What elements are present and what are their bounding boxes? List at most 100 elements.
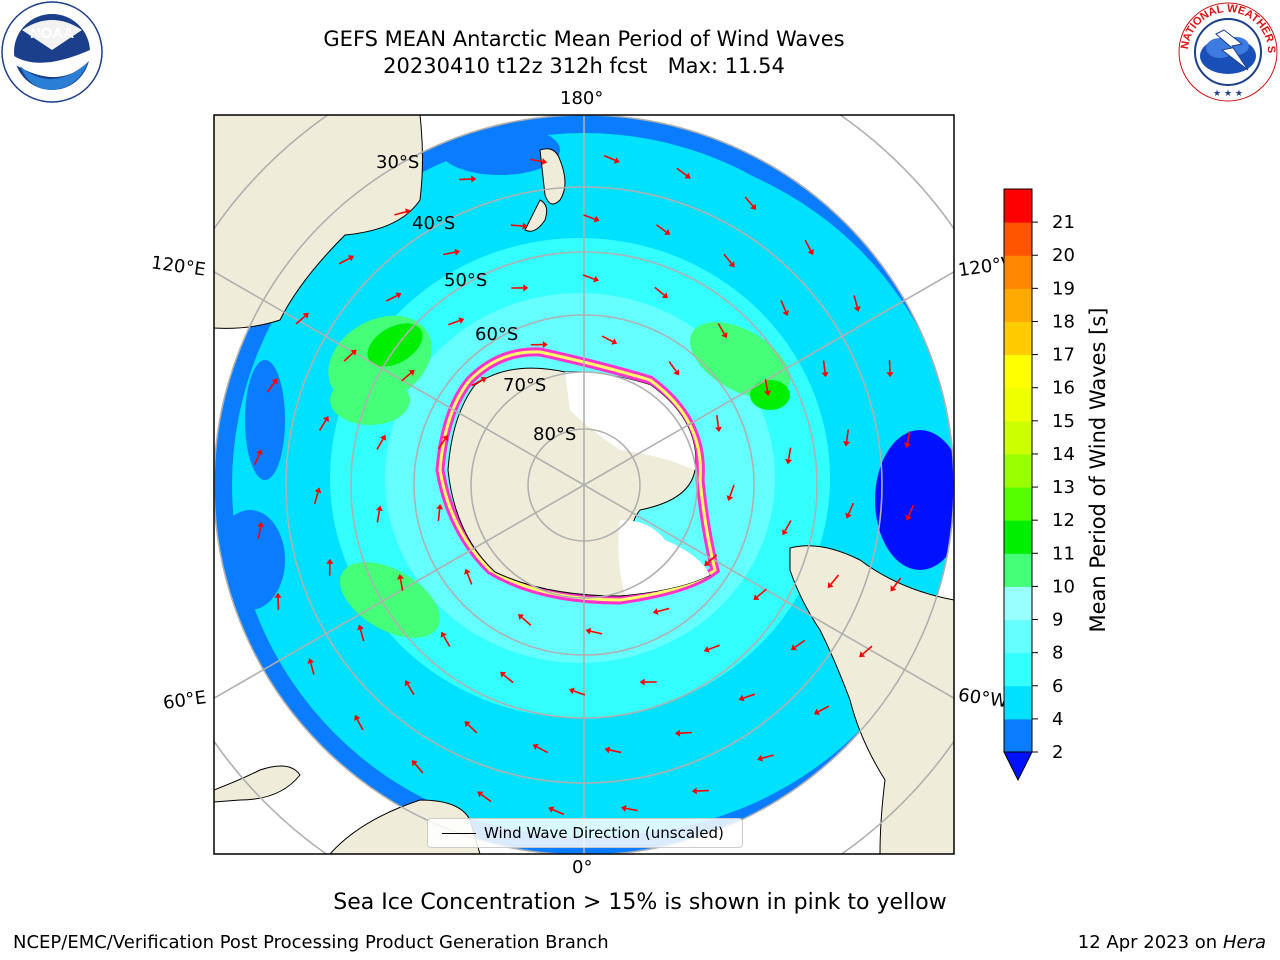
colorbar-bin [1004, 652, 1032, 687]
wave-arrow-head [440, 631, 447, 638]
map-frame [213, 114, 955, 855]
wave-arrow [257, 526, 262, 539]
wave-arrow [764, 379, 769, 392]
wave-arrow-head [652, 608, 659, 615]
australia-landmass [214, 115, 423, 329]
wave-arrow-head [274, 592, 282, 598]
wave-arrow-head [314, 487, 322, 494]
colorbar-tick-label: 18 [1052, 311, 1075, 332]
wave-arrow [443, 635, 451, 647]
new-zealand-south [524, 199, 548, 232]
wave-arrow-head [548, 806, 555, 813]
wave-arrow-head [613, 157, 620, 164]
colorbar-label: Mean Period of Wind Waves [s] [1086, 307, 1110, 633]
wave-arrow-head [620, 804, 627, 812]
wave-arrow-head [674, 729, 681, 737]
colorbar-bin [1004, 354, 1032, 389]
wave-arrow [443, 251, 456, 256]
wave-arrow [552, 808, 565, 816]
lon-label-180: 180° [560, 88, 604, 109]
wave-arrow [716, 415, 720, 428]
wave-arrow-head [517, 614, 525, 621]
wave-arrow-head [664, 229, 671, 235]
wave-arrow [401, 372, 412, 382]
wave-arrow [845, 429, 850, 442]
wave-arrow [625, 807, 638, 812]
footer-date: 12 Apr 2023 on Hera [1078, 932, 1266, 953]
wave-arrow-head [542, 341, 548, 349]
footer-system: Hera [1222, 932, 1266, 953]
wave-arrow [676, 167, 688, 177]
colorbar-bin [1004, 189, 1032, 223]
wave-arrow [892, 577, 902, 589]
wave-arrow [437, 438, 446, 450]
wave-arrow [480, 793, 492, 803]
colorbar-bin [1004, 520, 1032, 554]
lat-label-30s: 30°S [376, 152, 420, 173]
wave-arrow [609, 749, 622, 754]
lat-label-40s: 40°S [412, 213, 456, 234]
lat-label-60s: 60°S [475, 324, 519, 345]
south-america-landmass [789, 545, 954, 854]
wave-arrow [503, 674, 514, 684]
wave-arrow-head [845, 512, 852, 519]
wave-arrow [510, 224, 523, 227]
wave-arrow-head [404, 680, 411, 687]
wave-arrow [655, 224, 667, 233]
wave-arrow-head [436, 503, 444, 510]
wave-arrow-head [827, 582, 834, 589]
wave-arrow-head [464, 721, 471, 728]
wave-arrow-head [541, 158, 548, 166]
chart-title: GEFS MEAN Antarctic Mean Period of Wind … [323, 27, 845, 51]
wave-arrow [784, 520, 792, 532]
map-legend: Wind Wave Direction (unscaled) [427, 818, 743, 848]
colorbar-tick-label: 14 [1052, 444, 1075, 465]
colorbar-bin [1004, 586, 1032, 621]
wave-arrow [761, 754, 774, 759]
wave-arrow [536, 746, 549, 754]
wave-arrow-head [477, 791, 484, 798]
wave-arrow-head [721, 332, 728, 339]
colorbar-tick-label: 12 [1052, 510, 1075, 531]
wave-arrow-head [480, 376, 487, 383]
wave-arrow [853, 295, 858, 308]
wave-arrow [717, 323, 725, 335]
colorbar-bin [1004, 685, 1032, 720]
wave-arrow [530, 158, 543, 163]
wave-arrow-head [585, 627, 592, 635]
wave-arrow [448, 319, 460, 326]
wave-arrow [266, 381, 276, 393]
wave-arrow-head [750, 203, 757, 210]
wave-arrow-head [357, 624, 364, 631]
wave-arrow [744, 196, 754, 207]
colorbar-bin [1004, 255, 1032, 289]
wave-arrow-head [790, 644, 797, 651]
wave-arrow-head [471, 175, 477, 183]
wave-arrow-head [464, 568, 471, 575]
wave-arrow-head [257, 521, 265, 528]
wave-arrow-head [442, 434, 448, 442]
wave-arrow [356, 718, 364, 731]
wave-arrow [318, 419, 327, 431]
wave-arrow-head [764, 390, 771, 396]
wave-arrow-head [500, 671, 507, 678]
wave-arrow-head [684, 172, 691, 179]
wave-arrow [723, 253, 733, 264]
colorbar-bin [1004, 420, 1032, 455]
wave-arrow-head [397, 574, 404, 580]
colorbar-tick-label: 9 [1052, 610, 1063, 631]
wave-arrow-head [411, 760, 418, 767]
colorbar-border [1003, 188, 1033, 753]
wave-arrow [471, 379, 483, 387]
colorbar-bin [1004, 321, 1032, 356]
wave-arrow-head [886, 372, 894, 378]
wave-arrow [822, 360, 826, 373]
wave-arrow [359, 629, 365, 642]
wave-arrow-head [807, 249, 814, 256]
wave-arrow-head [395, 292, 402, 299]
wave-arrow-head [348, 255, 355, 262]
wave-arrow [466, 573, 473, 585]
wave-arrow [253, 453, 261, 466]
colorbar-bin [1004, 487, 1032, 521]
